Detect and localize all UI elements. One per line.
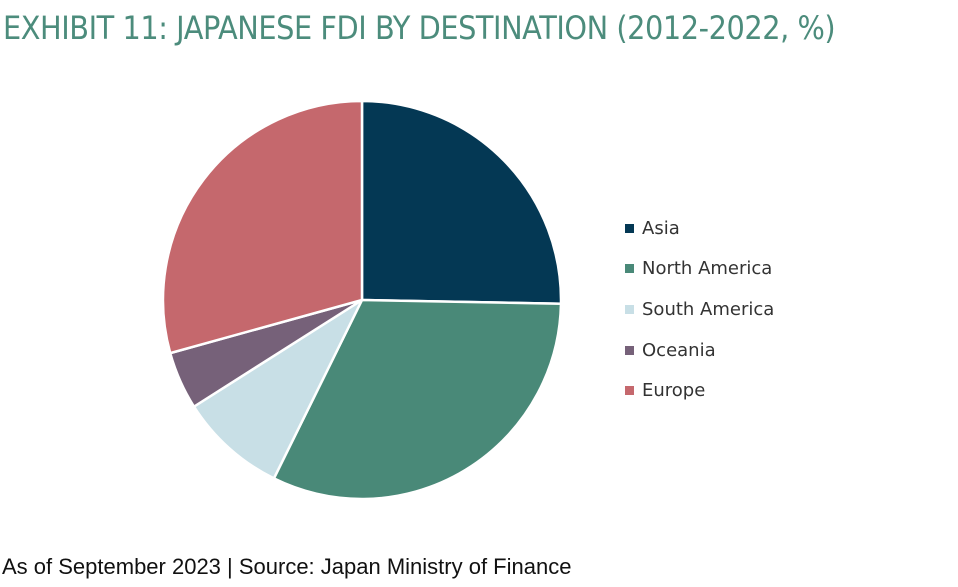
legend-item-south-america: South America	[625, 289, 774, 330]
pie-slice-north-america	[272, 298, 563, 501]
pie-slices	[161, 99, 563, 501]
legend-swatch-asia	[625, 223, 634, 233]
legend-label: Oceania	[642, 339, 716, 361]
legend-item-europe: Europe	[625, 370, 774, 411]
pie-slice-asia	[360, 99, 563, 305]
legend-item-north-america: North America	[625, 249, 774, 290]
legend-label: South America	[642, 298, 775, 320]
legend-item-asia: Asia	[625, 208, 774, 249]
legend-label: Europe	[642, 380, 706, 402]
legend-swatch-south-america	[625, 304, 634, 314]
chart-title: EXHIBIT 11: JAPANESE FDI BY DESTINATION …	[3, 9, 836, 47]
pie-slice-south-america	[192, 298, 364, 480]
legend-label: Asia	[642, 217, 680, 239]
chart-legend: Asia North America South America Oceania Eur…	[625, 208, 774, 411]
legend-label: North America	[642, 258, 773, 280]
legend-swatch-europe	[625, 386, 634, 396]
legend-swatch-oceania	[625, 345, 634, 355]
legend-swatch-north-america	[625, 264, 634, 274]
pie-slice-europe	[161, 99, 364, 355]
legend-item-oceania: Oceania	[625, 330, 774, 371]
source-note: As of September 2023 | Source: Japan Min…	[2, 554, 572, 579]
